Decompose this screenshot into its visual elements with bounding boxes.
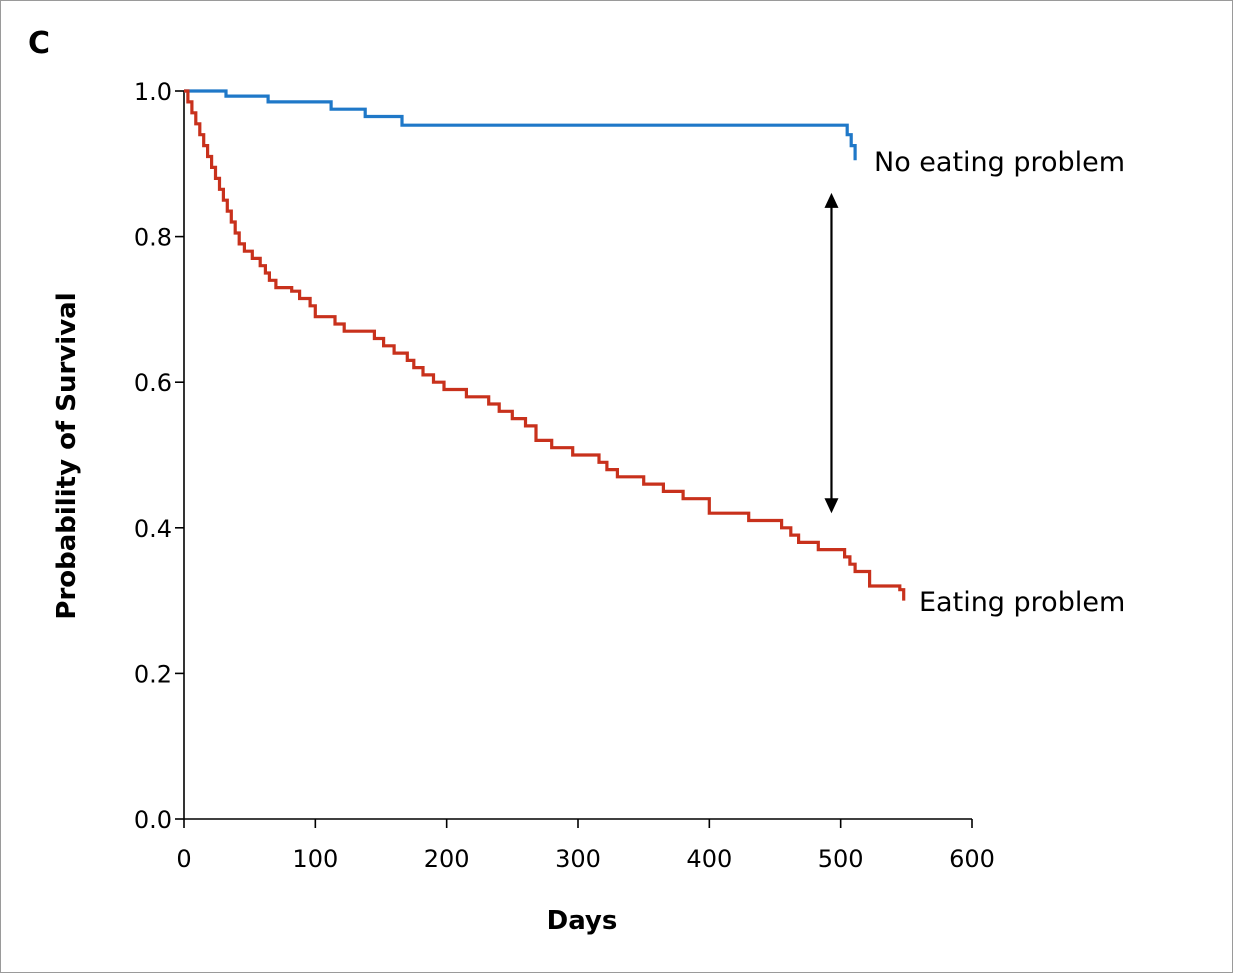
arrow-head-up (824, 192, 839, 208)
x-tick-label: 500 (818, 845, 864, 873)
x-tick-label: 600 (949, 845, 995, 873)
x-tick-label: 400 (686, 845, 732, 873)
y-tick-label: 0.8 (134, 224, 172, 252)
y-tick-label: 1.0 (134, 78, 172, 106)
x-tick-label: 100 (292, 845, 338, 873)
series-line-eating-problem (184, 89, 906, 601)
annotations (824, 192, 839, 514)
series-label-no-eating-problem: No eating problem (874, 147, 1125, 178)
y-tick-label: 0.4 (134, 515, 172, 543)
series-line-no-eating-problem (184, 89, 857, 161)
y-axis-title: Probability of Survival (52, 292, 82, 619)
x-tick-label: 200 (424, 845, 470, 873)
y-tick-label: 0.0 (134, 806, 172, 834)
x-tick-label: 0 (176, 845, 191, 873)
y-tick-label: 0.2 (134, 660, 172, 688)
plot-series (184, 89, 906, 601)
series-label-eating-problem: Eating problem (919, 587, 1125, 618)
y-tick-label: 0.6 (134, 369, 172, 397)
x-tick-label: 300 (555, 845, 601, 873)
panel-label: C (28, 26, 50, 61)
arrow-head-down (824, 498, 839, 514)
axes: 0.0 0.2 0.4 0.6 0.8 1.0 0 100 200 300 400 500 600 (134, 78, 995, 873)
x-axis-title: Days (547, 906, 618, 936)
